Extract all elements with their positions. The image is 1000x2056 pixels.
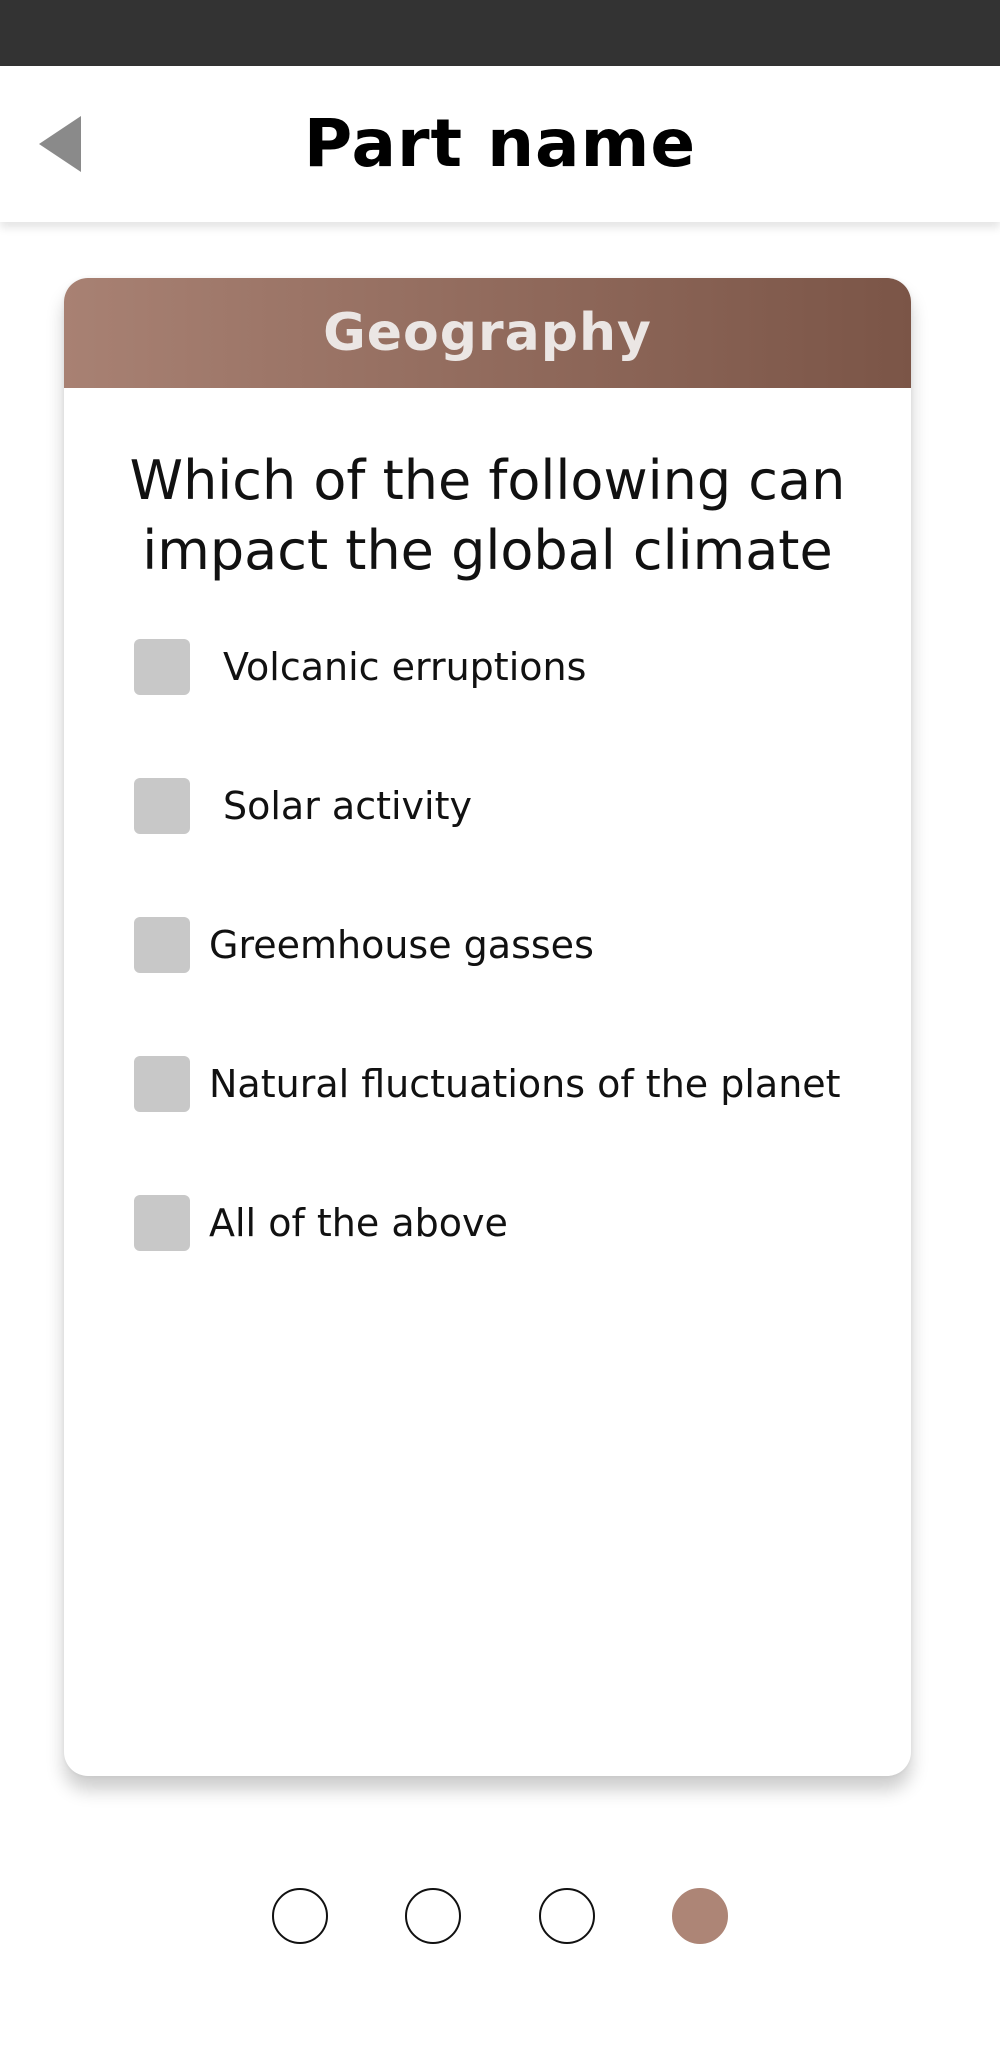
checkbox[interactable] (134, 778, 190, 834)
back-arrow-icon (39, 116, 81, 172)
page-title: Part name (303, 105, 697, 182)
option-item[interactable]: Volcanic erruptions (134, 639, 904, 778)
page-dot[interactable] (405, 1888, 461, 1944)
status-bar (0, 0, 1000, 66)
option-item[interactable]: Solar activity (134, 778, 904, 917)
option-label: Volcanic erruptions (223, 645, 587, 689)
option-label: All of the above (209, 1201, 508, 1245)
option-label: Solar activity (223, 784, 472, 828)
checkbox[interactable] (134, 917, 190, 973)
page-dot[interactable] (539, 1888, 595, 1944)
option-label: Natural fluctuations of the planet (209, 1062, 841, 1106)
option-label: Greemhouse gasses (209, 923, 594, 967)
page-dot[interactable] (672, 1888, 728, 1944)
subject-title: Geography (323, 303, 652, 363)
page-dot[interactable] (272, 1888, 328, 1944)
page-indicator (0, 1888, 1000, 1944)
options-list: Volcanic erruptions Solar activity Greem… (134, 639, 904, 1334)
checkbox[interactable] (134, 1056, 190, 1112)
option-item[interactable]: Natural fluctuations of the planet (134, 1056, 904, 1195)
checkbox[interactable] (134, 1195, 190, 1251)
back-button[interactable] (28, 112, 92, 176)
option-item[interactable]: Greemhouse gasses (134, 917, 904, 1056)
question-card: Geography Which of the following can imp… (64, 278, 911, 1776)
checkbox[interactable] (134, 639, 190, 695)
option-item[interactable]: All of the above (134, 1195, 904, 1334)
card-header: Geography (64, 278, 911, 388)
question-text: Which of the following can impact the gl… (129, 449, 846, 582)
app-bar: Part name (0, 66, 1000, 222)
